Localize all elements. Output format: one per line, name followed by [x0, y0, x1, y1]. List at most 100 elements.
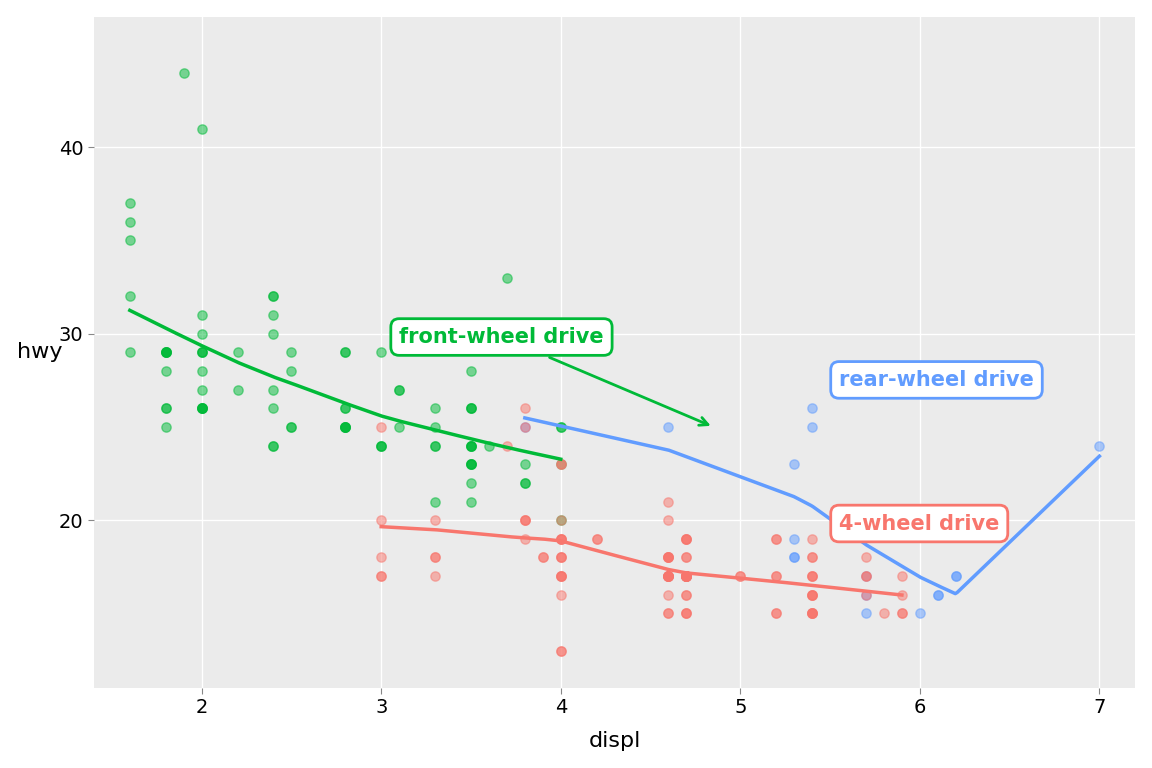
- Point: [516, 514, 535, 526]
- Point: [659, 570, 677, 582]
- Point: [803, 588, 821, 601]
- Point: [803, 570, 821, 582]
- Point: [552, 570, 570, 582]
- Point: [192, 402, 211, 415]
- Point: [857, 607, 876, 620]
- Point: [732, 570, 750, 582]
- Point: [462, 458, 480, 470]
- Point: [516, 458, 535, 470]
- Point: [552, 533, 570, 545]
- Point: [372, 439, 391, 452]
- Point: [857, 514, 876, 526]
- Point: [192, 346, 211, 359]
- Point: [533, 551, 552, 564]
- Point: [157, 421, 175, 433]
- Point: [785, 533, 803, 545]
- Point: [516, 533, 535, 545]
- Point: [659, 570, 677, 582]
- Point: [947, 570, 965, 582]
- Point: [264, 439, 282, 452]
- Point: [803, 607, 821, 620]
- Point: [552, 514, 570, 526]
- Point: [192, 122, 211, 134]
- Point: [426, 495, 445, 508]
- Point: [659, 551, 677, 564]
- Point: [803, 551, 821, 564]
- Point: [677, 588, 696, 601]
- Point: [677, 570, 696, 582]
- Point: [732, 570, 750, 582]
- Text: rear-wheel drive: rear-wheel drive: [839, 370, 1034, 390]
- Point: [192, 346, 211, 359]
- Point: [516, 514, 535, 526]
- Point: [857, 570, 876, 582]
- Point: [659, 570, 677, 582]
- Point: [659, 570, 677, 582]
- Point: [552, 533, 570, 545]
- Point: [157, 365, 175, 377]
- Point: [677, 570, 696, 582]
- Point: [677, 533, 696, 545]
- Point: [498, 439, 516, 452]
- Point: [910, 607, 929, 620]
- Point: [857, 551, 876, 564]
- Point: [552, 421, 570, 433]
- Point: [516, 402, 535, 415]
- Point: [462, 402, 480, 415]
- Point: [893, 607, 911, 620]
- Point: [552, 458, 570, 470]
- Point: [552, 551, 570, 564]
- Point: [282, 346, 301, 359]
- Point: [462, 365, 480, 377]
- Point: [192, 402, 211, 415]
- Point: [803, 607, 821, 620]
- Point: [389, 421, 408, 433]
- Point: [157, 346, 175, 359]
- Point: [659, 551, 677, 564]
- Point: [893, 588, 911, 601]
- Point: [677, 533, 696, 545]
- Point: [462, 477, 480, 489]
- Point: [803, 551, 821, 564]
- Point: [479, 439, 498, 452]
- Point: [192, 402, 211, 415]
- Point: [462, 439, 480, 452]
- Point: [516, 421, 535, 433]
- Point: [462, 402, 480, 415]
- Point: [157, 402, 175, 415]
- Point: [462, 402, 480, 415]
- Point: [462, 495, 480, 508]
- Point: [857, 514, 876, 526]
- Point: [857, 514, 876, 526]
- Point: [372, 514, 391, 526]
- Point: [552, 644, 570, 657]
- Point: [677, 570, 696, 582]
- Point: [659, 421, 677, 433]
- Point: [121, 197, 139, 210]
- Point: [857, 514, 876, 526]
- Point: [372, 439, 391, 452]
- Point: [552, 551, 570, 564]
- Point: [336, 346, 355, 359]
- Point: [803, 588, 821, 601]
- Point: [336, 402, 355, 415]
- Point: [677, 570, 696, 582]
- Point: [426, 551, 445, 564]
- Point: [533, 551, 552, 564]
- Point: [659, 551, 677, 564]
- Text: 4-wheel drive: 4-wheel drive: [839, 514, 1000, 534]
- Point: [857, 570, 876, 582]
- Point: [372, 346, 391, 359]
- Point: [516, 477, 535, 489]
- Point: [588, 533, 606, 545]
- Text: front-wheel drive: front-wheel drive: [399, 327, 708, 425]
- Point: [192, 346, 211, 359]
- Point: [228, 346, 247, 359]
- Point: [857, 514, 876, 526]
- Point: [264, 290, 282, 303]
- Point: [552, 533, 570, 545]
- Point: [552, 570, 570, 582]
- Point: [372, 421, 391, 433]
- Point: [929, 588, 947, 601]
- Point: [157, 346, 175, 359]
